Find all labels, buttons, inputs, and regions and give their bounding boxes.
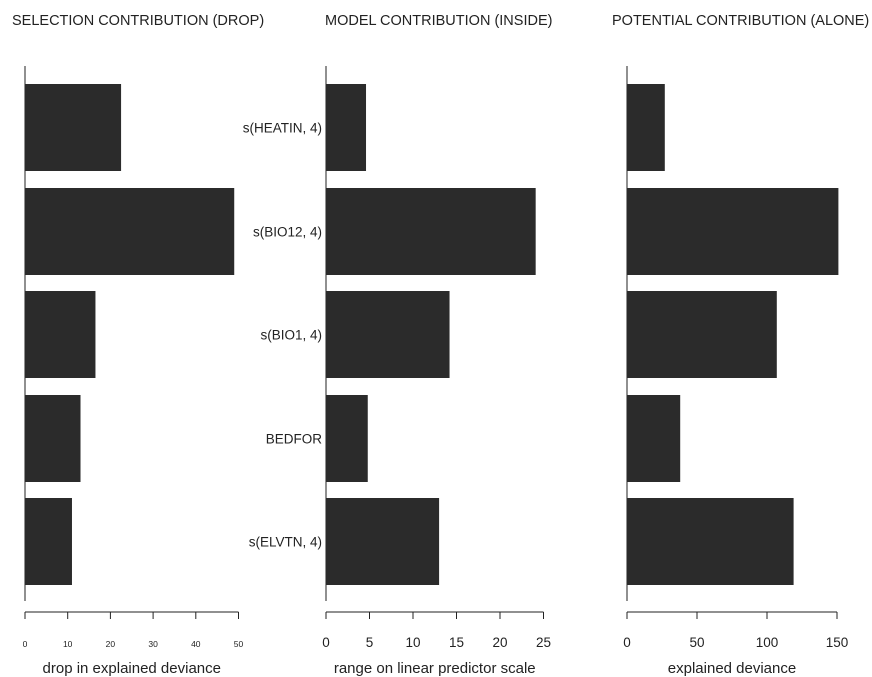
panel-3-bar-4: [627, 395, 681, 482]
panel-2-x-axis-label: range on linear predictor scale: [334, 660, 536, 677]
panel-3-bar-2: [627, 188, 839, 275]
panel-3-bar-1: [627, 84, 665, 171]
panel-2-category-label-1: s(HEATIN, 4): [243, 121, 322, 136]
panel-3-x-tick-label-3: 100: [756, 635, 779, 650]
panel-2-x-tick-label-1: 0: [322, 635, 330, 650]
panel-1-x-tick-label-3: 20: [106, 639, 116, 649]
panel-2-category-label-2: s(BIO12, 4): [253, 225, 322, 240]
panel-1-bar-2: [25, 188, 235, 275]
panel-1-x-tick-label-1: 0: [23, 639, 28, 649]
panel-1-x-tick-label-5: 40: [191, 639, 201, 649]
panel-1-bar-3: [25, 291, 96, 378]
panel-1-x-axis-label: drop in explained deviance: [43, 660, 221, 677]
panel-3-title: POTENTIAL CONTRIBUTION (ALONE): [612, 13, 869, 29]
panel-3-x-tick-label-2: 50: [689, 635, 704, 650]
panel-3-bar-3: [627, 291, 777, 378]
panel-2-bar-2: [326, 188, 536, 275]
panel-2-category-label-5: s(ELVTN, 4): [249, 535, 322, 550]
panel-1-x-tick-label-6: 50: [234, 639, 244, 649]
panel-2-x-tick-label-4: 15: [449, 635, 464, 650]
panel-1-bar-1: [25, 84, 122, 171]
panel-1-bar-5: [25, 498, 72, 585]
panel-2-category-label-4: BEDFOR: [266, 432, 323, 447]
panel-2-x-tick-label-5: 20: [492, 635, 507, 650]
panel-2-x-tick-label-3: 10: [405, 635, 420, 650]
panel-1-bar-4: [25, 395, 81, 482]
panel-1-title: SELECTION CONTRIBUTION (DROP): [12, 13, 264, 29]
panel-2-category-label-3: s(BIO1, 4): [260, 328, 322, 343]
panel-1-x-tick-label-2: 10: [63, 639, 73, 649]
panel-2-x-tick-label-6: 25: [536, 635, 551, 650]
panel-2-x-tick-label-2: 5: [366, 635, 374, 650]
panel-2-title: MODEL CONTRIBUTION (INSIDE): [325, 13, 552, 29]
panel-2-bar-1: [326, 84, 367, 171]
panel-2-bar-3: [326, 291, 450, 378]
panel-2-bar-4: [326, 395, 368, 482]
panel-3-x-tick-label-4: 150: [826, 635, 849, 650]
panel-3-x-axis-label: explained deviance: [668, 660, 796, 677]
panel-3-bar-5: [627, 498, 794, 585]
panel-3-x-tick-label-1: 0: [623, 635, 631, 650]
panel-2-bar-5: [326, 498, 440, 585]
panel-1-x-tick-label-4: 30: [148, 639, 158, 649]
